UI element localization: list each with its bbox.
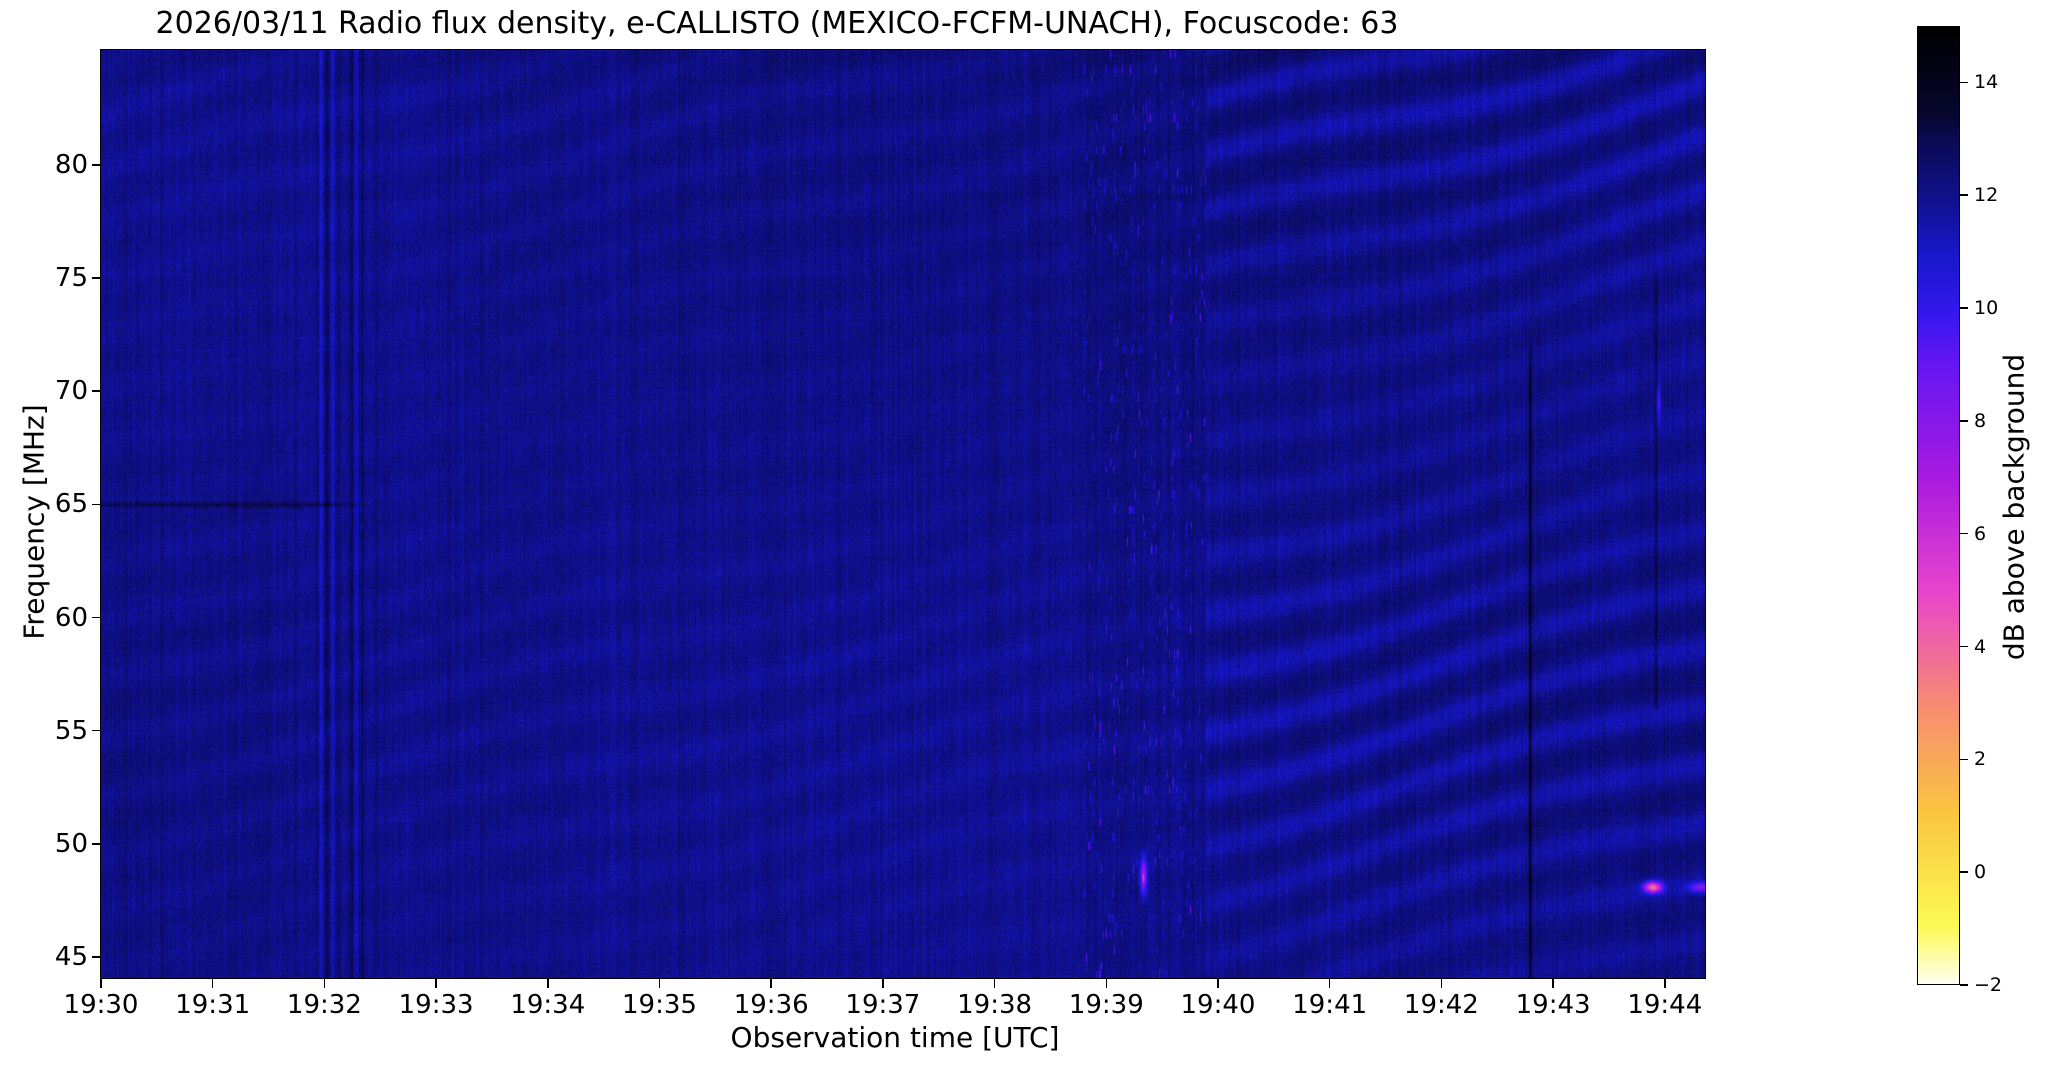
x-tick-label: 19:34 bbox=[510, 990, 586, 1020]
x-tick-mark bbox=[1217, 979, 1219, 988]
x-tick-mark bbox=[547, 979, 549, 988]
x-tick-mark bbox=[1664, 979, 1666, 988]
colorbar-label: dB above background bbox=[1997, 353, 2031, 661]
x-tick-label: 19:31 bbox=[175, 990, 251, 1020]
x-tick-mark bbox=[1105, 979, 1108, 988]
x-tick-label: 19:30 bbox=[63, 990, 139, 1020]
y-tick-label: 70 bbox=[54, 376, 88, 407]
y-tick-mark bbox=[92, 616, 101, 619]
chart-title: 2026/03/11 Radio flux density, e-CALLIST… bbox=[155, 6, 1399, 41]
x-tick-label: 19:32 bbox=[286, 990, 362, 1020]
y-tick-mark bbox=[92, 390, 101, 392]
y-tick-mark bbox=[92, 503, 101, 506]
colorbar-tick-label: 2 bbox=[1974, 748, 1987, 771]
x-tick-mark bbox=[100, 979, 102, 988]
y-tick-label: 80 bbox=[54, 149, 88, 180]
x-tick-mark bbox=[211, 979, 214, 988]
y-tick-label: 50 bbox=[54, 828, 88, 859]
spectrogram-heatmap bbox=[101, 50, 1705, 978]
colorbar-tick-label: 10 bbox=[1974, 297, 1999, 320]
y-tick-label: 65 bbox=[54, 489, 88, 520]
x-tick-label: 19:38 bbox=[957, 990, 1033, 1020]
y-axis-label: Frequency [MHz] bbox=[17, 404, 51, 640]
colorbar-tick-mark bbox=[1960, 984, 1968, 986]
colorbar-tick-label: 0 bbox=[1974, 861, 1987, 884]
x-axis-label: Observation time [UTC] bbox=[730, 1021, 1060, 1054]
x-tick-label: 19:44 bbox=[1627, 990, 1703, 1020]
y-tick-mark bbox=[92, 956, 101, 958]
colorbar-tick-mark bbox=[1960, 871, 1968, 873]
x-tick-mark bbox=[323, 979, 326, 988]
y-tick-mark bbox=[92, 164, 101, 166]
x-tick-mark bbox=[882, 979, 884, 988]
colorbar-tick-label: 14 bbox=[1974, 71, 1999, 94]
x-tick-mark bbox=[993, 979, 996, 988]
x-tick-mark bbox=[658, 979, 661, 988]
x-tick-label: 19:37 bbox=[845, 990, 921, 1020]
colorbar-tick-label: −2 bbox=[1974, 974, 2003, 996]
colorbar-tick-mark bbox=[1960, 307, 1968, 309]
colorbar-tick-mark bbox=[1960, 194, 1968, 196]
colorbar-tick-mark bbox=[1960, 645, 1968, 648]
colorbar-tick-label: 4 bbox=[1974, 635, 1987, 658]
y-tick-mark bbox=[92, 843, 101, 845]
colorbar bbox=[1917, 26, 1960, 985]
x-tick-label: 19:33 bbox=[398, 990, 474, 1020]
x-tick-label: 19:40 bbox=[1180, 990, 1256, 1020]
colorbar-tick-label: 8 bbox=[1974, 409, 1987, 432]
x-tick-label: 19:36 bbox=[733, 990, 809, 1020]
colorbar-tick-mark bbox=[1960, 420, 1968, 422]
x-tick-mark bbox=[1328, 979, 1331, 988]
x-tick-mark bbox=[435, 979, 437, 988]
x-tick-mark bbox=[770, 979, 772, 988]
y-tick-mark bbox=[92, 729, 101, 732]
y-tick-label: 75 bbox=[54, 263, 88, 294]
x-tick-label: 19:35 bbox=[622, 990, 697, 1020]
y-tick-mark bbox=[92, 277, 101, 279]
colorbar-tick-mark bbox=[1960, 532, 1968, 535]
x-tick-label: 19:41 bbox=[1292, 990, 1368, 1020]
colorbar-tick-mark bbox=[1960, 81, 1968, 84]
x-tick-label: 19:42 bbox=[1403, 990, 1479, 1020]
x-tick-label: 19:39 bbox=[1068, 990, 1144, 1020]
colorbar-tick-label: 12 bbox=[1974, 184, 1999, 207]
x-tick-mark bbox=[1440, 979, 1443, 988]
colorbar-tick-mark bbox=[1960, 758, 1968, 761]
colorbar-tick-label: 6 bbox=[1974, 522, 1987, 545]
x-tick-label: 19:43 bbox=[1515, 990, 1591, 1020]
y-tick-label: 45 bbox=[54, 941, 88, 972]
x-tick-mark bbox=[1552, 979, 1554, 988]
y-tick-label: 55 bbox=[54, 715, 88, 746]
y-tick-label: 60 bbox=[54, 602, 88, 633]
